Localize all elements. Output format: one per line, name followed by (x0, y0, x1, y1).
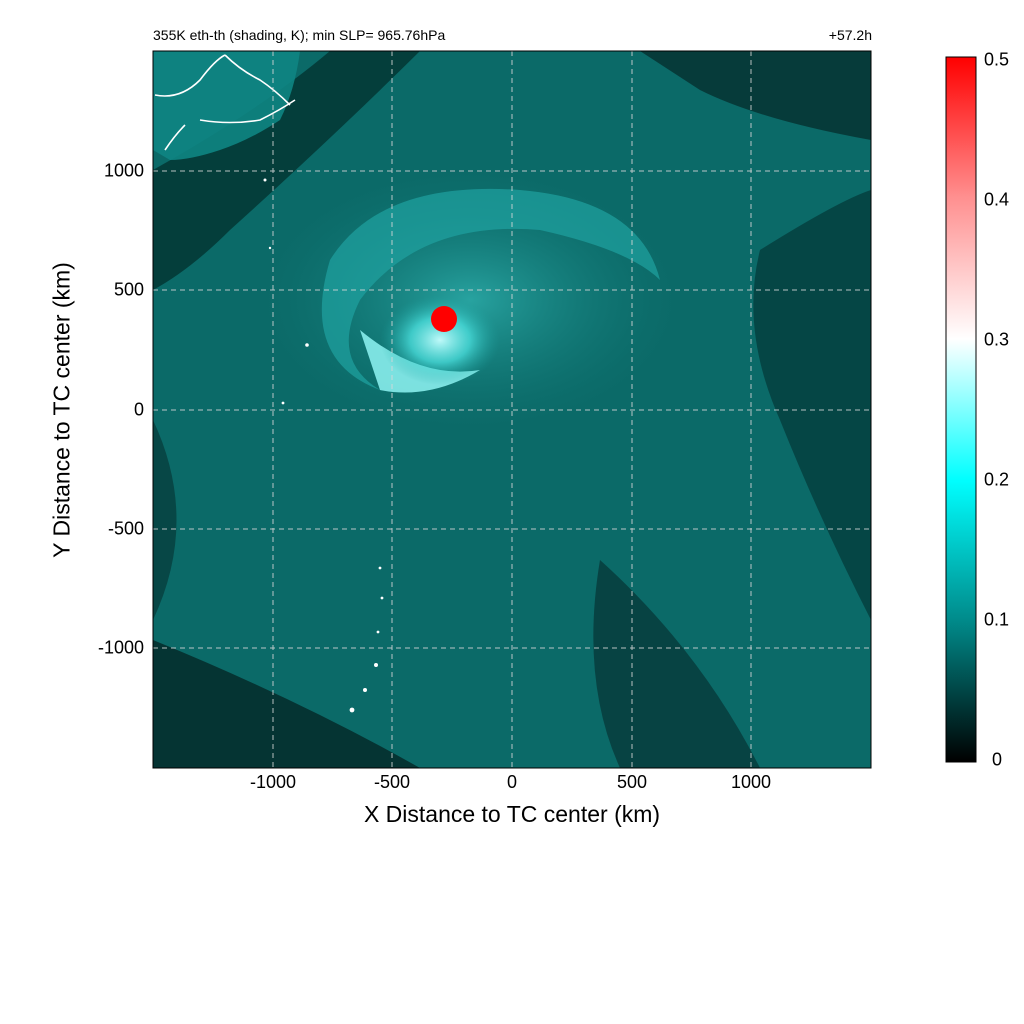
colorbar-tick-label: 0.1 (984, 609, 1010, 630)
y-tick-label: 0 (133, 399, 144, 420)
x-tick-label: 500 (616, 772, 648, 792)
colorbar (945, 56, 977, 763)
max-core-marker (431, 306, 457, 332)
colorbar-tick-label: 0.3 (984, 329, 1010, 350)
colorbar-tick-label: 0 (992, 749, 1003, 770)
y-tick-label: 500 (113, 279, 144, 300)
x-tick-label: 1000 (730, 772, 772, 792)
x-tick-label: 0 (506, 772, 518, 792)
y-tick-label: -500 (107, 518, 144, 539)
x-axis-label: X Distance to TC center (km) (363, 801, 661, 827)
y-tick-label: 1000 (103, 160, 144, 181)
y-tick-label: -1000 (97, 637, 144, 658)
x-tick-label: -1000 (249, 772, 297, 792)
chart-title: 355K eth-th (shading, K); min SLP= 965.7… (153, 27, 446, 43)
y-axis-label: Y Distance to TC center (km) (48, 262, 75, 558)
colorbar-tick-label: 0.4 (984, 189, 1010, 210)
x-tick-label: -500 (373, 772, 411, 792)
plot-frame (152, 50, 872, 769)
colorbar-tick-label: 0.5 (984, 49, 1010, 70)
heatmap-field (153, 51, 871, 768)
grid-lines (153, 51, 871, 768)
colorbar-tick-label: 0.2 (984, 469, 1010, 490)
forecast-time-label: +57.2h (828, 27, 872, 43)
